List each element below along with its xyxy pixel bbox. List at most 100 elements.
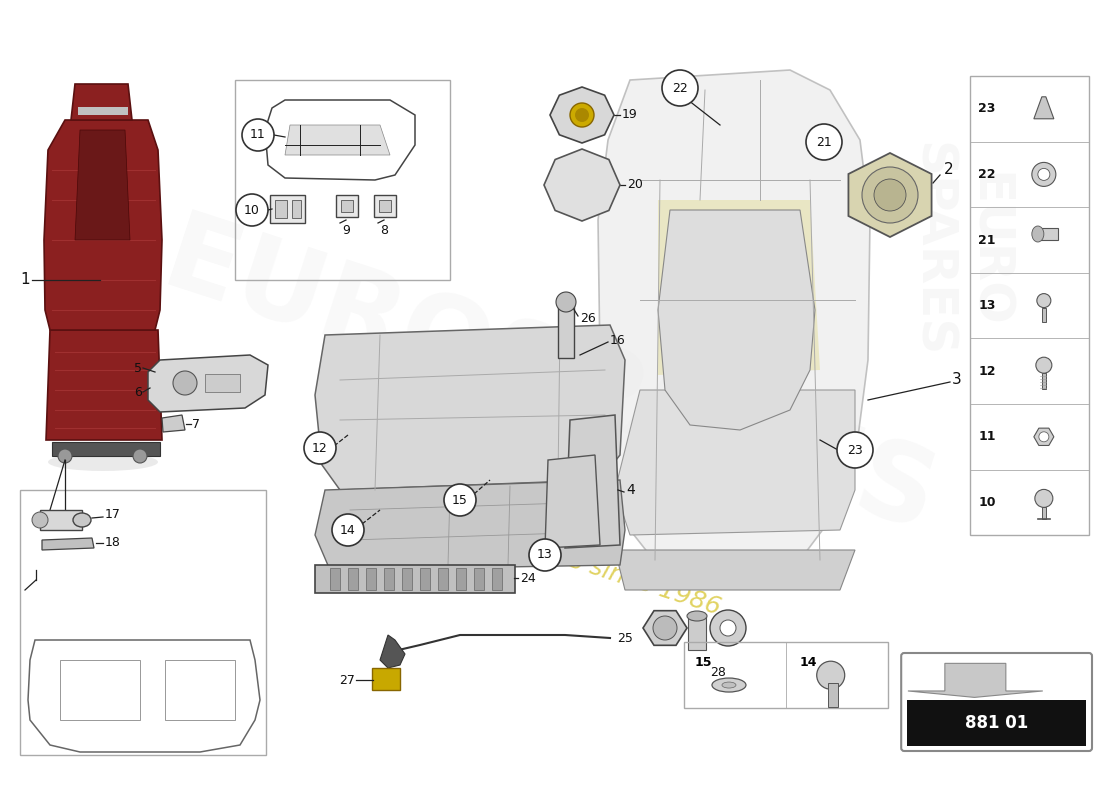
Polygon shape — [565, 415, 620, 548]
Bar — [348, 568, 358, 590]
Circle shape — [570, 103, 594, 127]
Text: a passion for parts since 1986: a passion for parts since 1986 — [356, 480, 724, 620]
Circle shape — [837, 432, 873, 468]
Circle shape — [556, 292, 576, 312]
Bar — [456, 568, 466, 590]
Bar — [1042, 307, 1046, 322]
Text: 27: 27 — [339, 674, 355, 686]
Text: 13: 13 — [978, 299, 996, 312]
Bar — [684, 642, 888, 708]
Bar — [20, 490, 266, 755]
Text: 10: 10 — [244, 203, 260, 217]
Bar — [372, 668, 400, 690]
Text: EUROSPARES: EUROSPARES — [151, 205, 949, 555]
Text: 18: 18 — [104, 537, 121, 550]
Circle shape — [529, 539, 561, 571]
Text: 10: 10 — [978, 496, 996, 509]
Bar — [235, 80, 450, 280]
Bar — [366, 568, 376, 590]
Polygon shape — [42, 538, 94, 550]
Text: 23: 23 — [978, 102, 996, 115]
Text: 9: 9 — [342, 223, 350, 237]
Ellipse shape — [48, 453, 158, 471]
Polygon shape — [615, 390, 855, 535]
Polygon shape — [658, 210, 815, 430]
Polygon shape — [544, 455, 600, 548]
Bar — [379, 200, 390, 212]
Polygon shape — [615, 550, 855, 590]
Circle shape — [1037, 294, 1050, 307]
Bar — [474, 568, 484, 590]
Circle shape — [58, 449, 72, 463]
Text: 11: 11 — [250, 129, 266, 142]
Circle shape — [32, 512, 48, 528]
Text: 26: 26 — [580, 311, 596, 325]
Circle shape — [173, 371, 197, 395]
Bar — [336, 195, 358, 217]
Ellipse shape — [1032, 226, 1044, 242]
Polygon shape — [658, 200, 820, 375]
Circle shape — [236, 194, 268, 226]
Text: 21: 21 — [816, 135, 832, 149]
Circle shape — [662, 70, 698, 106]
Polygon shape — [544, 149, 620, 221]
Text: 14: 14 — [800, 655, 817, 669]
Ellipse shape — [688, 611, 707, 621]
Bar — [330, 568, 340, 590]
Text: 5: 5 — [134, 362, 142, 374]
Polygon shape — [44, 120, 162, 330]
Bar — [827, 683, 838, 707]
Polygon shape — [72, 84, 132, 120]
Polygon shape — [46, 330, 162, 440]
Text: 20: 20 — [627, 178, 642, 191]
Bar — [908, 700, 1086, 746]
Bar — [292, 200, 301, 218]
Polygon shape — [148, 355, 268, 412]
Ellipse shape — [722, 682, 736, 688]
Polygon shape — [908, 663, 1043, 698]
Bar — [1042, 373, 1046, 389]
Text: 22: 22 — [978, 168, 996, 181]
Circle shape — [575, 108, 589, 122]
Bar — [558, 300, 574, 358]
Polygon shape — [285, 125, 390, 155]
Ellipse shape — [712, 678, 746, 692]
Text: 2: 2 — [944, 162, 954, 178]
Circle shape — [242, 119, 274, 151]
Circle shape — [133, 449, 147, 463]
Circle shape — [1038, 168, 1049, 180]
Polygon shape — [315, 480, 625, 570]
Bar — [492, 568, 502, 590]
Bar — [1038, 228, 1058, 240]
Text: 12: 12 — [978, 365, 996, 378]
Circle shape — [1035, 490, 1053, 507]
Polygon shape — [379, 635, 405, 668]
Bar — [270, 195, 305, 223]
Bar — [275, 200, 287, 218]
Text: 1: 1 — [20, 273, 30, 287]
Text: 3: 3 — [952, 373, 961, 387]
Circle shape — [874, 179, 906, 211]
Text: 25: 25 — [617, 631, 632, 645]
Circle shape — [806, 124, 842, 160]
Polygon shape — [644, 610, 688, 646]
Text: 13: 13 — [537, 549, 553, 562]
Circle shape — [304, 432, 336, 464]
Bar — [420, 568, 430, 590]
Text: 23: 23 — [847, 443, 862, 457]
Polygon shape — [598, 70, 870, 585]
Circle shape — [816, 661, 845, 690]
Bar — [438, 568, 448, 590]
Text: 15: 15 — [452, 494, 468, 506]
Polygon shape — [688, 615, 706, 650]
Bar — [165, 660, 235, 720]
Polygon shape — [315, 325, 625, 490]
Text: 22: 22 — [672, 82, 688, 94]
Text: 19: 19 — [621, 109, 638, 122]
Circle shape — [710, 610, 746, 646]
Circle shape — [862, 167, 918, 223]
Text: 4: 4 — [626, 483, 635, 497]
Text: 7: 7 — [192, 418, 200, 430]
Circle shape — [720, 620, 736, 636]
Circle shape — [653, 616, 676, 640]
